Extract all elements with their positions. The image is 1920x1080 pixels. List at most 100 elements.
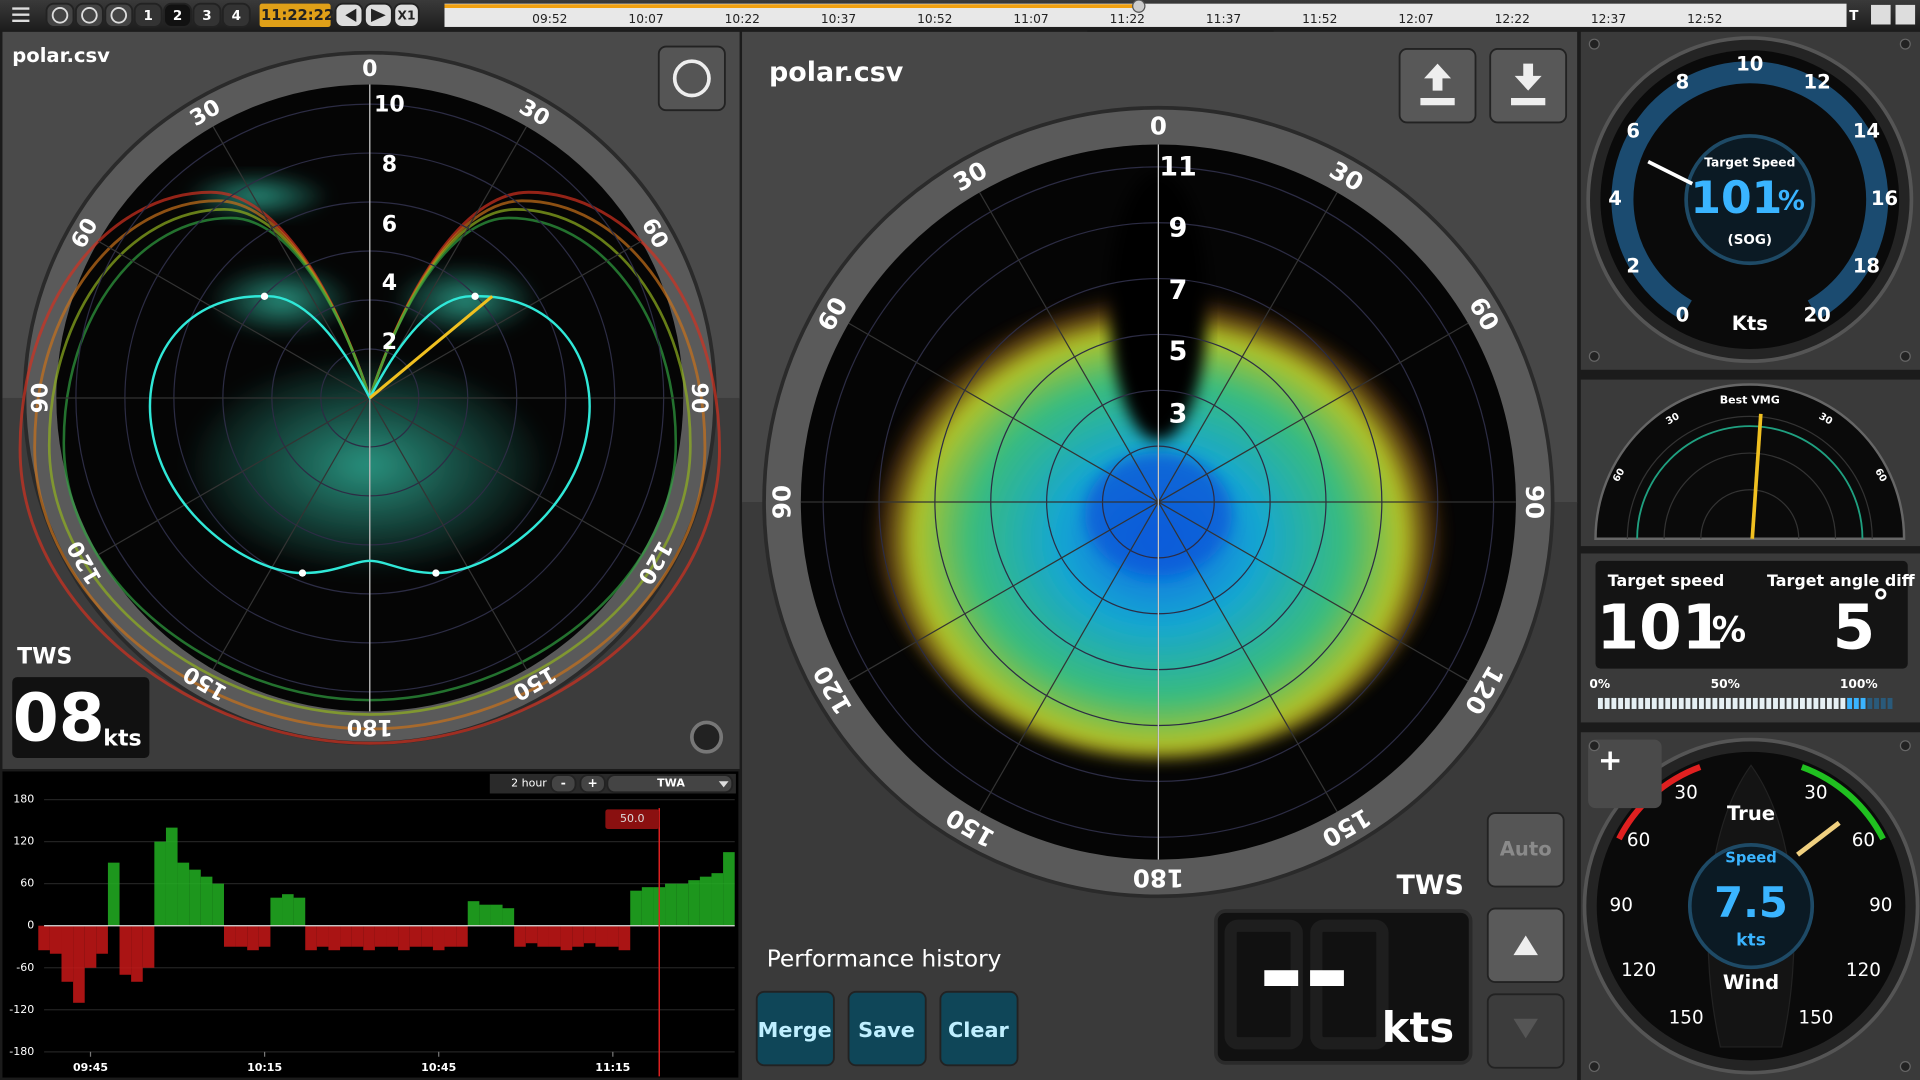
polar-spoke bbox=[1158, 501, 1469, 682]
up-icon bbox=[1513, 935, 1538, 956]
label[interactable]: 1 bbox=[143, 9, 152, 24]
gauge-tick-label: 16 bbox=[1871, 187, 1898, 210]
progress-segment bbox=[1705, 697, 1711, 709]
label[interactable]: TWA bbox=[657, 777, 685, 790]
label[interactable]: 2 bbox=[173, 9, 182, 24]
label: 0% bbox=[1589, 677, 1610, 691]
heading-line bbox=[368, 295, 494, 400]
area-segment bbox=[340, 925, 352, 947]
tws-value: 08 bbox=[13, 680, 105, 757]
progress-segment bbox=[1752, 697, 1758, 709]
data-cloud bbox=[391, 263, 539, 337]
label: % bbox=[1778, 186, 1805, 217]
label: Target speed bbox=[1608, 571, 1725, 590]
area-segment bbox=[641, 887, 654, 926]
label[interactable]: 3 bbox=[202, 9, 211, 24]
angle-label: 90 bbox=[768, 485, 797, 519]
area-segment bbox=[363, 925, 375, 951]
area-segment bbox=[142, 925, 155, 968]
add-tab[interactable] bbox=[1588, 739, 1662, 809]
label[interactable]: Merge bbox=[758, 1018, 832, 1042]
label: Performance history bbox=[767, 946, 1002, 973]
area-segment bbox=[560, 925, 573, 951]
label: ° bbox=[1872, 583, 1889, 623]
label: 12:52 bbox=[1687, 12, 1722, 26]
auto-button[interactable] bbox=[1486, 812, 1565, 888]
label: Speed bbox=[1725, 849, 1777, 866]
logo-icon bbox=[672, 59, 711, 98]
settings-button[interactable] bbox=[75, 2, 104, 28]
sail-button[interactable] bbox=[45, 2, 75, 28]
upload-icon bbox=[1420, 63, 1455, 106]
area-segment bbox=[189, 869, 201, 926]
area-segment bbox=[386, 925, 399, 947]
window-button bbox=[1895, 4, 1916, 25]
label: TWS bbox=[17, 645, 72, 670]
progress-segment bbox=[1860, 697, 1866, 709]
panel-title: polar.csv bbox=[769, 57, 904, 88]
vmg-target-ring bbox=[1636, 425, 1864, 539]
label[interactable]: Auto bbox=[1500, 837, 1552, 860]
zoom-in-button[interactable] bbox=[579, 774, 606, 794]
area-segment bbox=[572, 925, 584, 947]
gauge-band bbox=[1611, 61, 1889, 320]
progress-segment bbox=[1847, 697, 1853, 709]
tws-value: -- bbox=[1258, 908, 1349, 1036]
tws-unit: kts bbox=[1382, 1003, 1454, 1052]
page-button[interactable] bbox=[221, 2, 251, 28]
label[interactable]: 4 bbox=[232, 9, 241, 24]
area-segment bbox=[131, 925, 143, 982]
speed-button[interactable] bbox=[393, 2, 420, 28]
polar-spoke bbox=[212, 397, 371, 670]
label: % bbox=[1712, 610, 1746, 650]
progress-segment bbox=[1658, 697, 1664, 709]
label[interactable]: + bbox=[588, 776, 598, 790]
progress-segment bbox=[1665, 697, 1671, 709]
label[interactable]: Save bbox=[858, 1018, 915, 1042]
area-segment bbox=[374, 925, 387, 947]
y-tick-label: -180 bbox=[9, 1045, 34, 1058]
x-tick-label: 09:45 bbox=[73, 1061, 108, 1074]
page-button[interactable] bbox=[163, 2, 192, 28]
page-button[interactable] bbox=[133, 2, 163, 28]
progress-segment bbox=[1611, 697, 1617, 709]
label: (SOG) bbox=[1728, 233, 1772, 248]
area-segment bbox=[676, 883, 689, 926]
page-button[interactable] bbox=[192, 2, 222, 28]
area-segment bbox=[723, 852, 735, 926]
area-segment bbox=[84, 925, 97, 968]
timer-button[interactable] bbox=[104, 2, 134, 28]
zoom-out-button[interactable] bbox=[550, 774, 577, 794]
progress-segment bbox=[1880, 697, 1886, 709]
wind-tick-label: 30 bbox=[1804, 783, 1827, 804]
history-button[interactable] bbox=[755, 990, 835, 1067]
area-segment bbox=[607, 925, 619, 947]
channel-dropdown[interactable] bbox=[606, 774, 734, 794]
area-segment bbox=[398, 925, 410, 951]
area-segment bbox=[165, 827, 178, 926]
wind-tick-label: 150 bbox=[1669, 1008, 1704, 1029]
area-segment bbox=[421, 925, 433, 947]
progress-segment bbox=[1651, 697, 1657, 709]
y-tick-label: 120 bbox=[13, 835, 34, 848]
area-segment bbox=[235, 925, 248, 947]
vmg-needle bbox=[1750, 413, 1763, 539]
label: TWS bbox=[1396, 870, 1463, 901]
label[interactable]: + bbox=[1598, 743, 1623, 777]
data-cloud bbox=[183, 355, 552, 576]
wind-tick-label: 120 bbox=[1621, 960, 1656, 981]
speed-label: 8 bbox=[382, 152, 397, 177]
label: 10:07 bbox=[628, 12, 663, 26]
label[interactable]: Clear bbox=[948, 1018, 1010, 1042]
area-segment bbox=[49, 925, 62, 954]
gauge-tick-label: 14 bbox=[1853, 120, 1880, 143]
history-button[interactable] bbox=[939, 990, 1019, 1067]
history-button[interactable] bbox=[847, 990, 927, 1067]
angle-label: 90 bbox=[686, 383, 711, 414]
label[interactable]: - bbox=[561, 776, 566, 790]
x-tick-label: 10:45 bbox=[421, 1061, 456, 1074]
area-segment bbox=[479, 904, 491, 926]
area-segment bbox=[154, 841, 166, 926]
logo-button[interactable] bbox=[657, 45, 726, 112]
rewind-icon bbox=[345, 8, 357, 23]
